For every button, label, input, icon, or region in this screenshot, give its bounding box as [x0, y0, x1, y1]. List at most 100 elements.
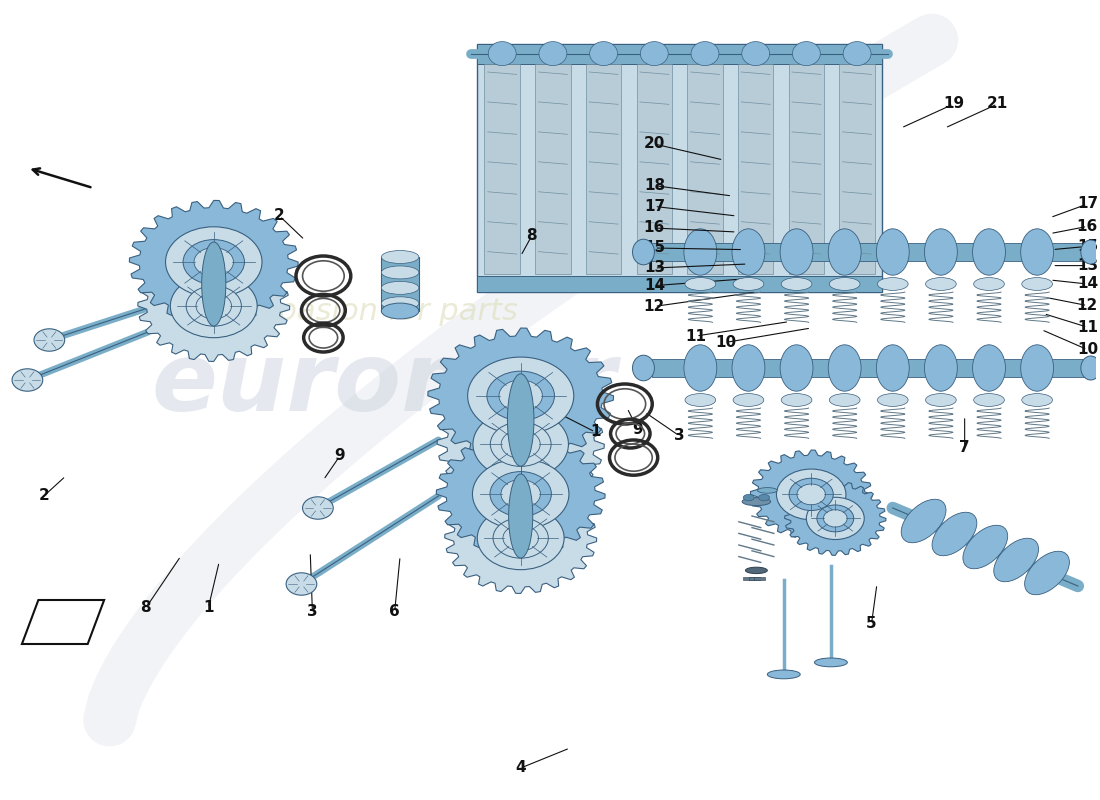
Circle shape [183, 239, 244, 284]
Text: 2: 2 [274, 209, 285, 223]
Ellipse shape [1081, 356, 1100, 380]
Ellipse shape [781, 278, 812, 290]
Ellipse shape [877, 345, 910, 391]
Bar [382, 257, 419, 311]
Text: 14: 14 [644, 278, 666, 293]
Circle shape [500, 480, 540, 509]
Ellipse shape [382, 303, 419, 319]
Ellipse shape [925, 278, 956, 290]
Text: 12: 12 [1077, 298, 1098, 313]
Ellipse shape [932, 512, 977, 556]
Ellipse shape [974, 394, 1004, 406]
Text: 3: 3 [674, 429, 685, 443]
Circle shape [165, 227, 262, 297]
Ellipse shape [1081, 240, 1100, 264]
Circle shape [490, 472, 551, 517]
Ellipse shape [792, 42, 821, 66]
Circle shape [503, 525, 539, 551]
Bar [637, 64, 672, 274]
Circle shape [302, 497, 333, 519]
Text: 19: 19 [943, 97, 965, 111]
Text: 11: 11 [1077, 320, 1098, 334]
Ellipse shape [742, 498, 771, 506]
Ellipse shape [814, 658, 847, 667]
Ellipse shape [539, 42, 566, 66]
Circle shape [473, 459, 569, 530]
Bar [738, 64, 773, 274]
Text: 21: 21 [987, 97, 1009, 111]
Ellipse shape [684, 229, 717, 275]
Ellipse shape [382, 266, 419, 279]
Text: 14: 14 [1077, 277, 1098, 291]
Ellipse shape [1024, 551, 1069, 594]
Bar [476, 44, 882, 292]
Bar [535, 64, 571, 274]
Text: 16: 16 [1077, 219, 1098, 234]
Bar [476, 44, 882, 64]
Polygon shape [784, 482, 886, 555]
Ellipse shape [744, 494, 755, 501]
Ellipse shape [758, 487, 778, 493]
Polygon shape [437, 433, 605, 555]
Text: 1: 1 [204, 601, 213, 615]
Text: 10: 10 [1077, 342, 1098, 357]
Bar [652, 359, 1086, 377]
Ellipse shape [732, 229, 764, 275]
Ellipse shape [640, 42, 668, 66]
Text: 13: 13 [1077, 258, 1098, 273]
Text: 20: 20 [644, 137, 666, 151]
Bar [789, 64, 824, 274]
Ellipse shape [382, 297, 419, 310]
Ellipse shape [632, 239, 654, 265]
Text: 12: 12 [644, 299, 666, 314]
Bar [484, 64, 520, 274]
Polygon shape [130, 200, 298, 323]
Ellipse shape [759, 494, 770, 501]
Ellipse shape [924, 229, 957, 275]
Ellipse shape [685, 394, 716, 406]
Circle shape [170, 274, 257, 338]
Polygon shape [428, 328, 614, 463]
Bar [744, 577, 755, 580]
Bar [755, 577, 766, 580]
Ellipse shape [733, 278, 763, 290]
Ellipse shape [962, 526, 1008, 569]
Ellipse shape [1021, 229, 1054, 275]
Polygon shape [444, 482, 596, 594]
Polygon shape [437, 383, 604, 505]
Circle shape [493, 518, 548, 558]
Circle shape [806, 498, 865, 539]
Ellipse shape [732, 345, 764, 391]
Ellipse shape [780, 229, 813, 275]
Circle shape [196, 293, 231, 319]
Ellipse shape [828, 345, 861, 391]
Circle shape [487, 371, 554, 421]
Polygon shape [750, 450, 872, 538]
Circle shape [34, 329, 65, 351]
Polygon shape [138, 250, 289, 362]
Circle shape [777, 469, 846, 520]
Ellipse shape [733, 394, 763, 406]
Text: 3: 3 [307, 605, 318, 619]
Ellipse shape [691, 42, 719, 66]
Circle shape [12, 369, 43, 391]
Ellipse shape [924, 345, 957, 391]
Circle shape [817, 505, 854, 532]
Ellipse shape [901, 499, 946, 542]
Text: 6: 6 [389, 605, 400, 619]
Text: 17: 17 [1077, 197, 1098, 211]
Circle shape [194, 247, 233, 276]
Ellipse shape [781, 394, 812, 406]
Text: 15: 15 [1077, 239, 1098, 254]
Circle shape [186, 286, 241, 326]
Ellipse shape [632, 355, 654, 381]
Text: 18: 18 [644, 178, 666, 193]
Ellipse shape [768, 670, 800, 679]
Ellipse shape [780, 345, 813, 391]
Circle shape [824, 510, 847, 527]
Text: 10: 10 [715, 335, 736, 350]
Bar [652, 243, 1086, 261]
Ellipse shape [746, 567, 768, 574]
Ellipse shape [974, 278, 1004, 290]
Ellipse shape [488, 42, 516, 66]
